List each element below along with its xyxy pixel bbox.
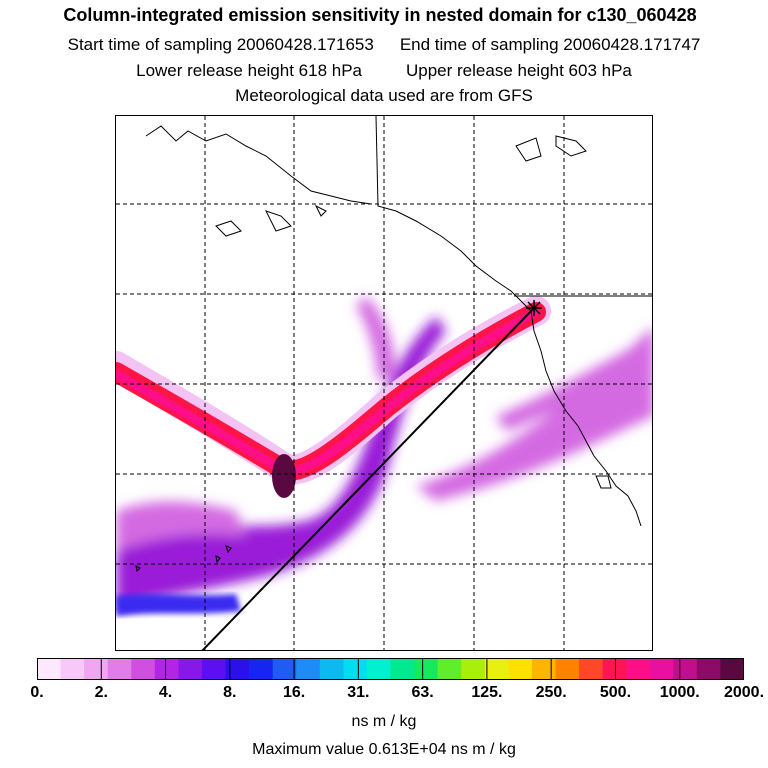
met-data-label: Meteorological data used are from GFS (235, 86, 533, 105)
colorbar-tick-label: 2000. (723, 684, 765, 701)
map-panel[interactable] (115, 115, 653, 651)
colorbar-swatch (154, 658, 179, 680)
lower-release-label: Lower release height 618 hPa (136, 61, 362, 80)
colorbar-swatch (720, 658, 744, 680)
colorbar-swatch (201, 658, 227, 680)
colorbar-swatch (319, 658, 344, 680)
colorbar-tick-label: 125. (471, 684, 503, 701)
colorbar-tick-label: 1000. (659, 684, 700, 701)
colorbar-swatch (555, 658, 580, 680)
plot-title: Column-integrated emission sensitivity i… (63, 5, 697, 25)
colorbar-tick-label: 2. (94, 684, 108, 701)
colorbar-swatch (484, 658, 509, 680)
colorbar-swatch (249, 658, 274, 680)
colorbar-swatch (37, 658, 62, 680)
colorbar-border (37, 658, 744, 680)
colorbar-swatch (272, 658, 297, 680)
colorbar-swatch (296, 658, 321, 680)
colorbar (37, 658, 744, 680)
colorbar-swatch (60, 658, 85, 680)
colorbar-swatch (579, 658, 604, 680)
colorbar-tick-label: 0. (30, 684, 44, 701)
units-label: ns m / kg (351, 713, 417, 730)
colorbar-swatch (602, 658, 627, 680)
upper-release-label: Upper release height 603 hPa (406, 61, 632, 80)
colorbar-tick-label: 250. (535, 684, 567, 701)
colorbar-swatch (390, 658, 415, 680)
colorbar-tick-label: 63. (411, 684, 434, 701)
colorbar-swatch (673, 658, 698, 680)
map-canvas (116, 116, 652, 650)
coastlines (135, 116, 652, 573)
sampling-times: Start time of sampling 20060428.171653 En… (0, 35, 768, 55)
plume-core (116, 296, 551, 498)
end-time-label: End time of sampling 20060428.171747 (399, 35, 701, 54)
colorbar-tick-label: 500. (599, 684, 632, 701)
release-point-marker[interactable] (526, 300, 542, 316)
colorbar-tick-label: 8. (223, 684, 237, 701)
colorbar-tick-label: 31. (347, 684, 370, 701)
blue-band (116, 594, 241, 616)
colorbar-swatch (626, 658, 651, 680)
colorbar-swatch (178, 658, 203, 680)
colorbar-swatch (366, 658, 391, 680)
colorbar-swatch (225, 658, 250, 680)
colorbar-swatch (531, 658, 556, 680)
colorbar-tick-label: 16. (282, 684, 306, 701)
colorbar-swatch (508, 658, 533, 680)
colorbar-swatch (343, 658, 368, 680)
colorbar-swatch (107, 658, 132, 680)
colorbar-swatch (461, 658, 486, 680)
start-time-label: Start time of sampling 20060428.171653 (67, 35, 374, 54)
colorbar-swatch (131, 658, 156, 680)
colorbar-tick-label: 4. (158, 684, 173, 701)
trajectory-line (201, 307, 535, 650)
colorbar-swatch (696, 658, 721, 680)
colorbar-swatch (437, 658, 462, 680)
max-value-label: Maximum value 0.613E+04 ns m / kg (252, 741, 516, 758)
colorbar-swatch (649, 658, 674, 680)
colorbar-swatch (414, 658, 439, 680)
graticule (116, 116, 652, 650)
release-heights: Lower release height 618 hPa Upper releas… (0, 61, 768, 81)
colorbar-swatch (84, 658, 109, 680)
